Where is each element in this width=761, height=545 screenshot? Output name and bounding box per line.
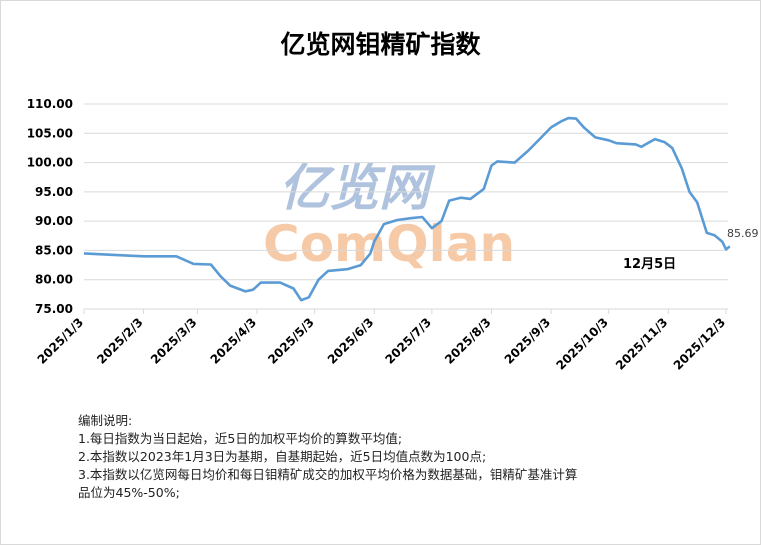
x-tick-label: 2025/5/3 [265, 315, 317, 367]
x-tick-label: 2025/9/3 [502, 315, 554, 367]
y-tick-label: 85.00 [35, 243, 73, 257]
y-tick-label: 80.00 [35, 273, 73, 287]
note-line: 2.本指数以2023年1月3日为基期，自基期起始，近5日均值点数为100点; [78, 449, 487, 464]
note-line: 品位为45%-50%; [78, 485, 180, 500]
note-line: 3.本指数以亿览网每日均价和每日钼精矿成交的加权平均价格为数据基础，钼精矿基准计… [78, 467, 578, 482]
x-tick-label: 2025/6/3 [325, 315, 377, 367]
x-tick-label: 2025/1/3 [35, 315, 87, 367]
x-tick-label: 2025/3/3 [148, 315, 200, 367]
x-tick-label: 2025/7/3 [383, 315, 435, 367]
notes-heading: 编制说明: [78, 413, 133, 428]
x-tick-label: 2025/10/3 [553, 315, 610, 372]
y-tick-label: 90.00 [35, 214, 73, 228]
chart-title: 亿览网钼精矿指数 [280, 30, 481, 59]
x-tick-label: 2025/2/3 [94, 315, 146, 367]
watermark-cn: 亿览网 [279, 159, 436, 217]
notes: 编制说明: 1.每日指数为当日起始，近5日的加权平均价的算数平均值; 2.本指数… [78, 412, 577, 502]
y-tick-label: 75.00 [35, 302, 73, 316]
note-line: 1.每日指数为当日起始，近5日的加权平均价的算数平均值; [78, 431, 403, 446]
date-annotation: 12月5日 [623, 257, 676, 272]
x-tick-label: 2025/12/3 [671, 315, 728, 372]
x-tick-label: 2025/8/3 [442, 315, 494, 367]
y-tick-label: 110.00 [27, 97, 73, 111]
y-tick-label: 100.00 [27, 156, 73, 170]
line-chart: 亿览网 ComQlan 75.00 80.00 85.00 90.00 95.00 100… [27, 97, 759, 373]
y-tick-label: 95.00 [35, 185, 73, 199]
x-tick-label: 2025/11/3 [613, 315, 670, 372]
watermark-en: ComQlan [263, 215, 515, 273]
y-tick-label: 105.00 [27, 126, 73, 140]
last-value-label: 85.69 [727, 227, 759, 240]
x-tick-label: 2025/4/3 [208, 315, 260, 367]
watermark: 亿览网 ComQlan [263, 159, 515, 273]
